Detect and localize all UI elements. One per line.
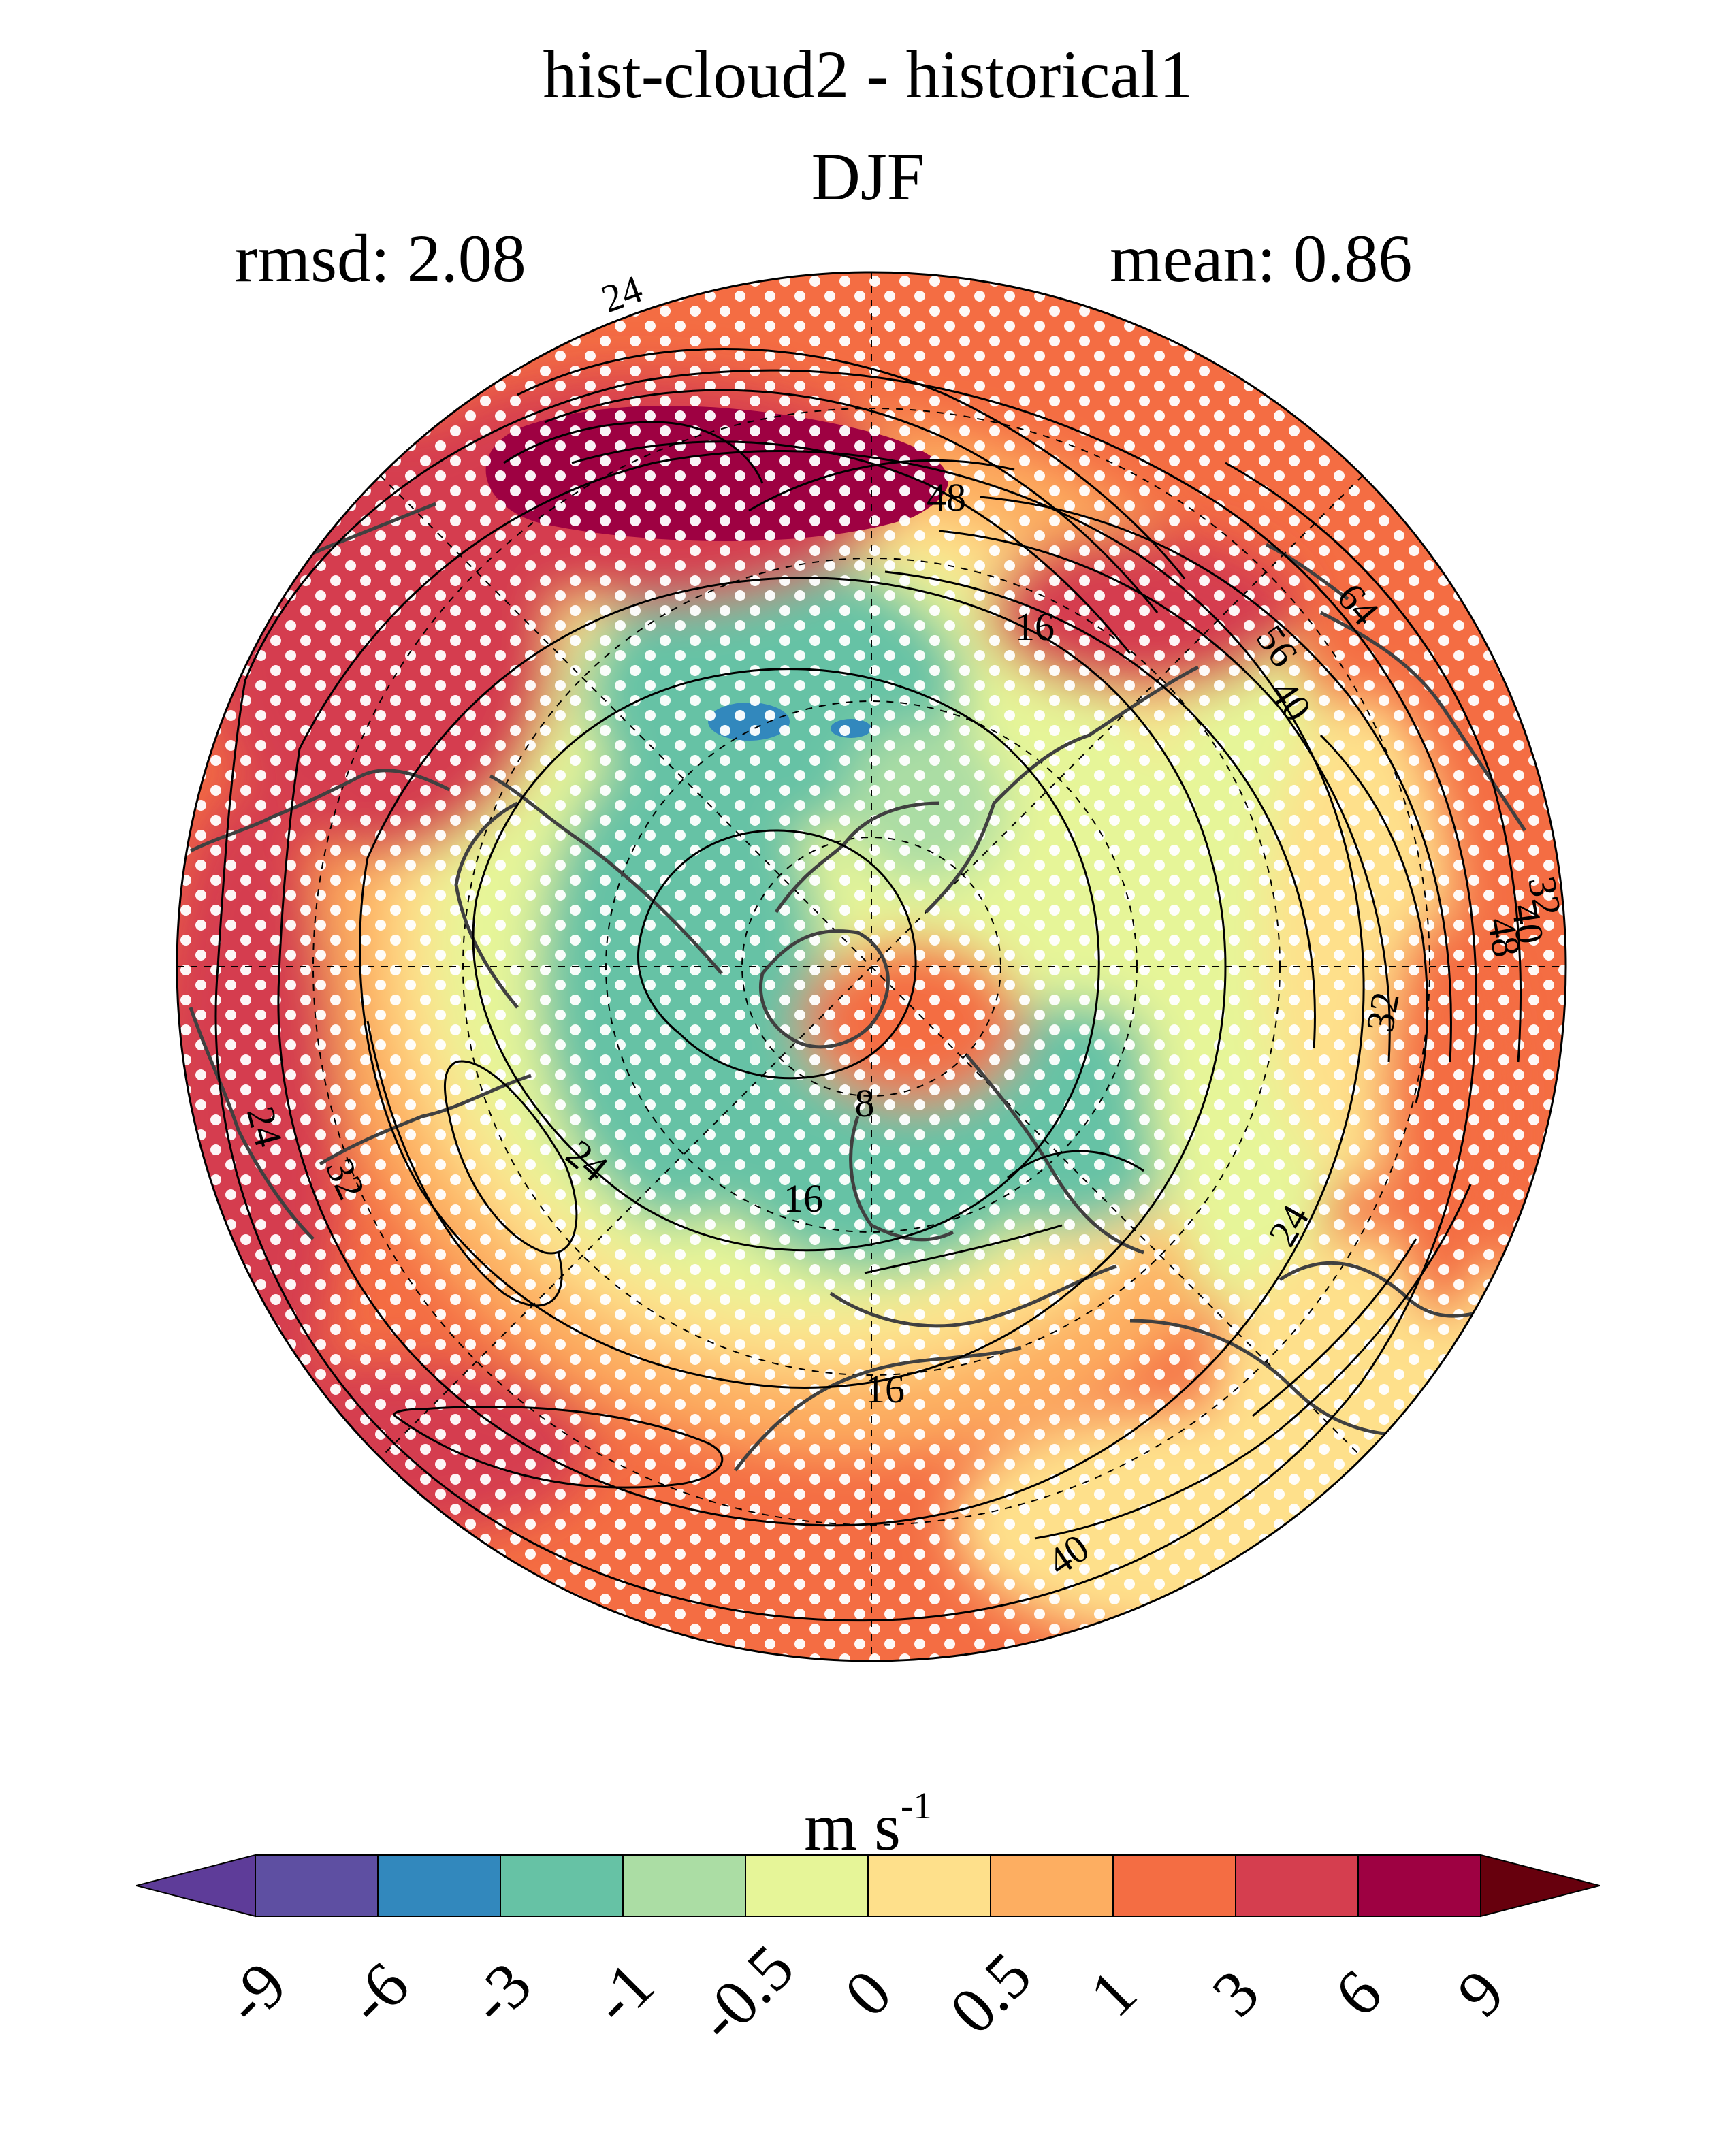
colorbar-unit: m s-1 [804, 1785, 932, 1865]
contours [214, 348, 1522, 1622]
svg-text:16: 16 [784, 1176, 823, 1221]
colorbar-box [377, 1854, 501, 1917]
svg-text:48: 48 [927, 475, 966, 519]
colorbar-tick-label: -9 [210, 1948, 300, 2038]
colorbar [136, 1854, 1600, 1918]
colorbar-tick-label: 0 [830, 1955, 905, 2031]
map-boundary [176, 271, 1567, 1662]
figure-title: hist-cloud2 - historical1 [543, 37, 1193, 112]
colorbar-box [1235, 1854, 1359, 1917]
mean-label: mean: 0.86 [1110, 221, 1413, 296]
colorbar-tick-label: 6 [1320, 1955, 1396, 2031]
colorbar-box [867, 1854, 991, 1917]
graticule [177, 272, 1566, 1661]
svg-text:16: 16 [1015, 604, 1055, 649]
svg-text:32: 32 [1357, 988, 1408, 1035]
colorbar-box [1357, 1854, 1481, 1917]
colorbar-box [255, 1854, 379, 1917]
colorbar-box [622, 1854, 746, 1917]
colorbar-tick-label: -3 [455, 1948, 545, 2038]
colorbar-extend-low [136, 1854, 256, 1918]
colorbar-box [1112, 1854, 1236, 1917]
svg-text:40: 40 [1503, 901, 1552, 946]
colorbar-tick-label: 3 [1197, 1955, 1273, 2031]
svg-text:8: 8 [855, 1081, 875, 1125]
season-label: DJF [811, 139, 925, 214]
colorbar-box [500, 1854, 624, 1917]
colorbar-tick-label: -1 [577, 1948, 668, 2038]
colorbar-tick-label: -0.5 [683, 1931, 808, 2056]
polar-map: 24 48 16 56 64 40 32 48 40 32 24 32 24 8… [176, 266, 1570, 1662]
rmsd-label: rmsd: 2.08 [235, 221, 526, 296]
colorbar-extend-high [1480, 1854, 1600, 1918]
colorbar-tick-label: 9 [1443, 1955, 1518, 2031]
colorbar-box [745, 1854, 869, 1917]
colorbar-tick-label: -6 [332, 1948, 423, 2038]
svg-text:16: 16 [865, 1367, 905, 1411]
colorbar-box [990, 1854, 1114, 1917]
svg-text:48: 48 [1479, 914, 1529, 960]
colorbar-tick-label: 1 [1075, 1955, 1151, 2031]
colorbar-tick-label: 0.5 [935, 1938, 1045, 2048]
